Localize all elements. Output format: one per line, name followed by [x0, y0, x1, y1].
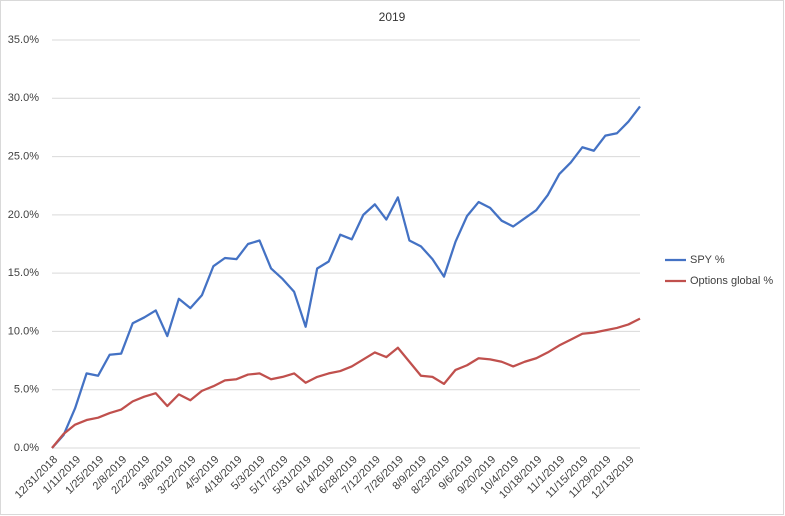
y-tick-label: 30.0%	[8, 92, 39, 104]
y-tick-label: 35.0%	[8, 34, 39, 46]
y-tick-label: 5.0%	[14, 384, 39, 396]
legend-label: SPY %	[690, 254, 725, 266]
y-tick-label: 25.0%	[8, 150, 39, 162]
y-tick-label: 0.0%	[14, 442, 39, 454]
y-tick-label: 20.0%	[8, 209, 39, 221]
series-line	[51, 317, 641, 449]
y-tick-label: 10.0%	[8, 325, 39, 337]
series-line	[51, 105, 641, 449]
chart-title: 2019	[379, 10, 406, 24]
y-tick-label: 15.0%	[8, 267, 39, 279]
legend-label: Options global %	[690, 275, 773, 287]
